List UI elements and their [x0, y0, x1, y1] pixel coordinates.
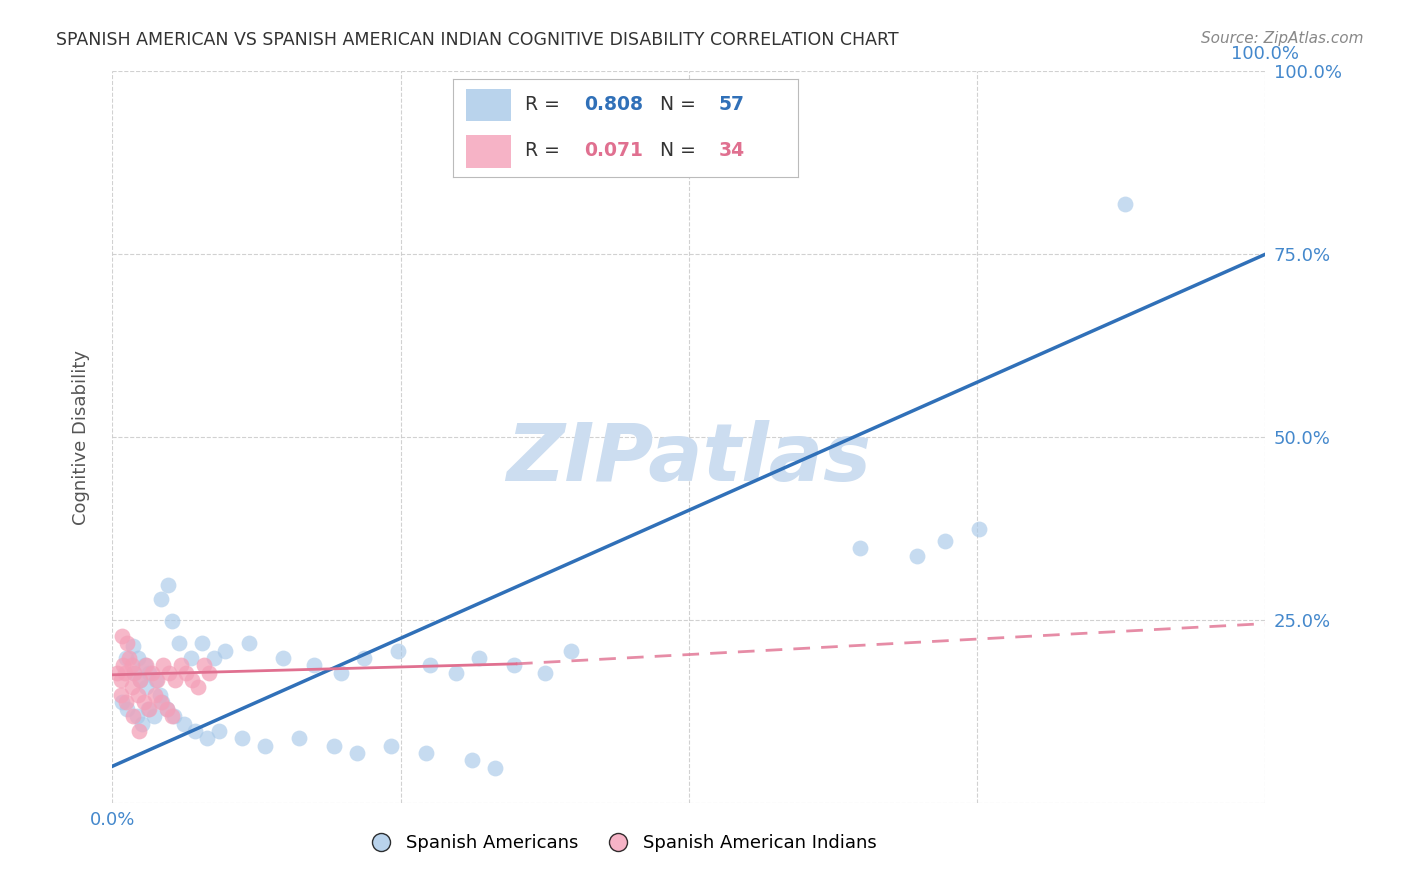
Legend: Spanish Americans, Spanish American Indians: Spanish Americans, Spanish American Indi… [356, 827, 884, 860]
Point [322, 739, 344, 753]
Point [111, 695, 134, 709]
Point [380, 739, 402, 753]
Point [124, 665, 146, 680]
Point [129, 673, 152, 687]
Point [187, 680, 209, 694]
Point [132, 695, 155, 709]
Point [195, 731, 218, 746]
Point [238, 636, 260, 650]
Point [111, 658, 134, 673]
Point [111, 629, 134, 643]
Point [353, 651, 375, 665]
Point [122, 709, 145, 723]
Point [121, 658, 143, 673]
Point [502, 658, 524, 673]
Point [271, 651, 294, 665]
Point [162, 709, 184, 723]
Point [157, 665, 180, 680]
Text: ZIPatlas: ZIPatlas [506, 420, 872, 498]
Point [127, 688, 149, 702]
Point [1114, 197, 1136, 211]
Point [346, 746, 368, 760]
Point [143, 688, 166, 702]
Point [117, 636, 139, 650]
Point [124, 665, 146, 680]
Point [163, 673, 186, 687]
Point [193, 658, 215, 673]
Point [162, 709, 184, 723]
Point [143, 709, 166, 723]
Point [533, 665, 555, 680]
Point [329, 665, 352, 680]
Point [150, 695, 173, 709]
Point [136, 702, 159, 716]
Point [131, 716, 153, 731]
Point [138, 702, 160, 716]
Point [149, 592, 172, 607]
Point [134, 658, 156, 673]
Point [419, 658, 441, 673]
Point [214, 643, 236, 657]
Point [969, 521, 991, 535]
Point [115, 651, 138, 665]
Point [152, 658, 174, 673]
Point [173, 716, 195, 731]
Point [934, 533, 956, 548]
Point [128, 724, 150, 739]
Point [304, 658, 326, 673]
Point [198, 665, 221, 680]
Point [114, 665, 136, 680]
Point [468, 651, 491, 665]
Point [484, 761, 506, 775]
Point [117, 651, 139, 665]
Point [162, 615, 184, 629]
Point [461, 753, 484, 767]
Point [387, 643, 409, 657]
Point [141, 665, 163, 680]
Point [905, 549, 928, 563]
Point [117, 702, 139, 716]
Point [121, 680, 143, 694]
Point [169, 658, 191, 673]
Point [127, 651, 149, 665]
Y-axis label: Cognitive Disability: Cognitive Disability [72, 350, 90, 524]
Point [110, 688, 132, 702]
Point [135, 658, 157, 673]
Point [184, 724, 207, 739]
Point [115, 695, 138, 709]
Text: SPANISH AMERICAN VS SPANISH AMERICAN INDIAN COGNITIVE DISABILITY CORRELATION CHA: SPANISH AMERICAN VS SPANISH AMERICAN IND… [56, 31, 898, 49]
Point [149, 688, 172, 702]
Text: Source: ZipAtlas.com: Source: ZipAtlas.com [1201, 31, 1364, 46]
Point [169, 636, 191, 650]
Point [105, 665, 128, 680]
Point [156, 702, 179, 716]
Point [181, 673, 204, 687]
Point [129, 673, 152, 687]
Point [110, 673, 132, 687]
Point [145, 673, 167, 687]
Point [444, 665, 467, 680]
Point [202, 651, 225, 665]
Point [125, 709, 148, 723]
Point [149, 695, 172, 709]
Point [207, 724, 229, 739]
Point [156, 702, 179, 716]
Point [138, 665, 160, 680]
Point [848, 541, 870, 556]
Point [146, 673, 169, 687]
Point [135, 680, 157, 694]
Point [122, 639, 145, 653]
Point [156, 578, 179, 592]
Point [174, 665, 197, 680]
Point [231, 731, 253, 746]
Point [180, 651, 202, 665]
Point [191, 636, 214, 650]
Point [253, 739, 276, 753]
Point [415, 746, 437, 760]
Point [288, 731, 311, 746]
Point [560, 643, 582, 657]
